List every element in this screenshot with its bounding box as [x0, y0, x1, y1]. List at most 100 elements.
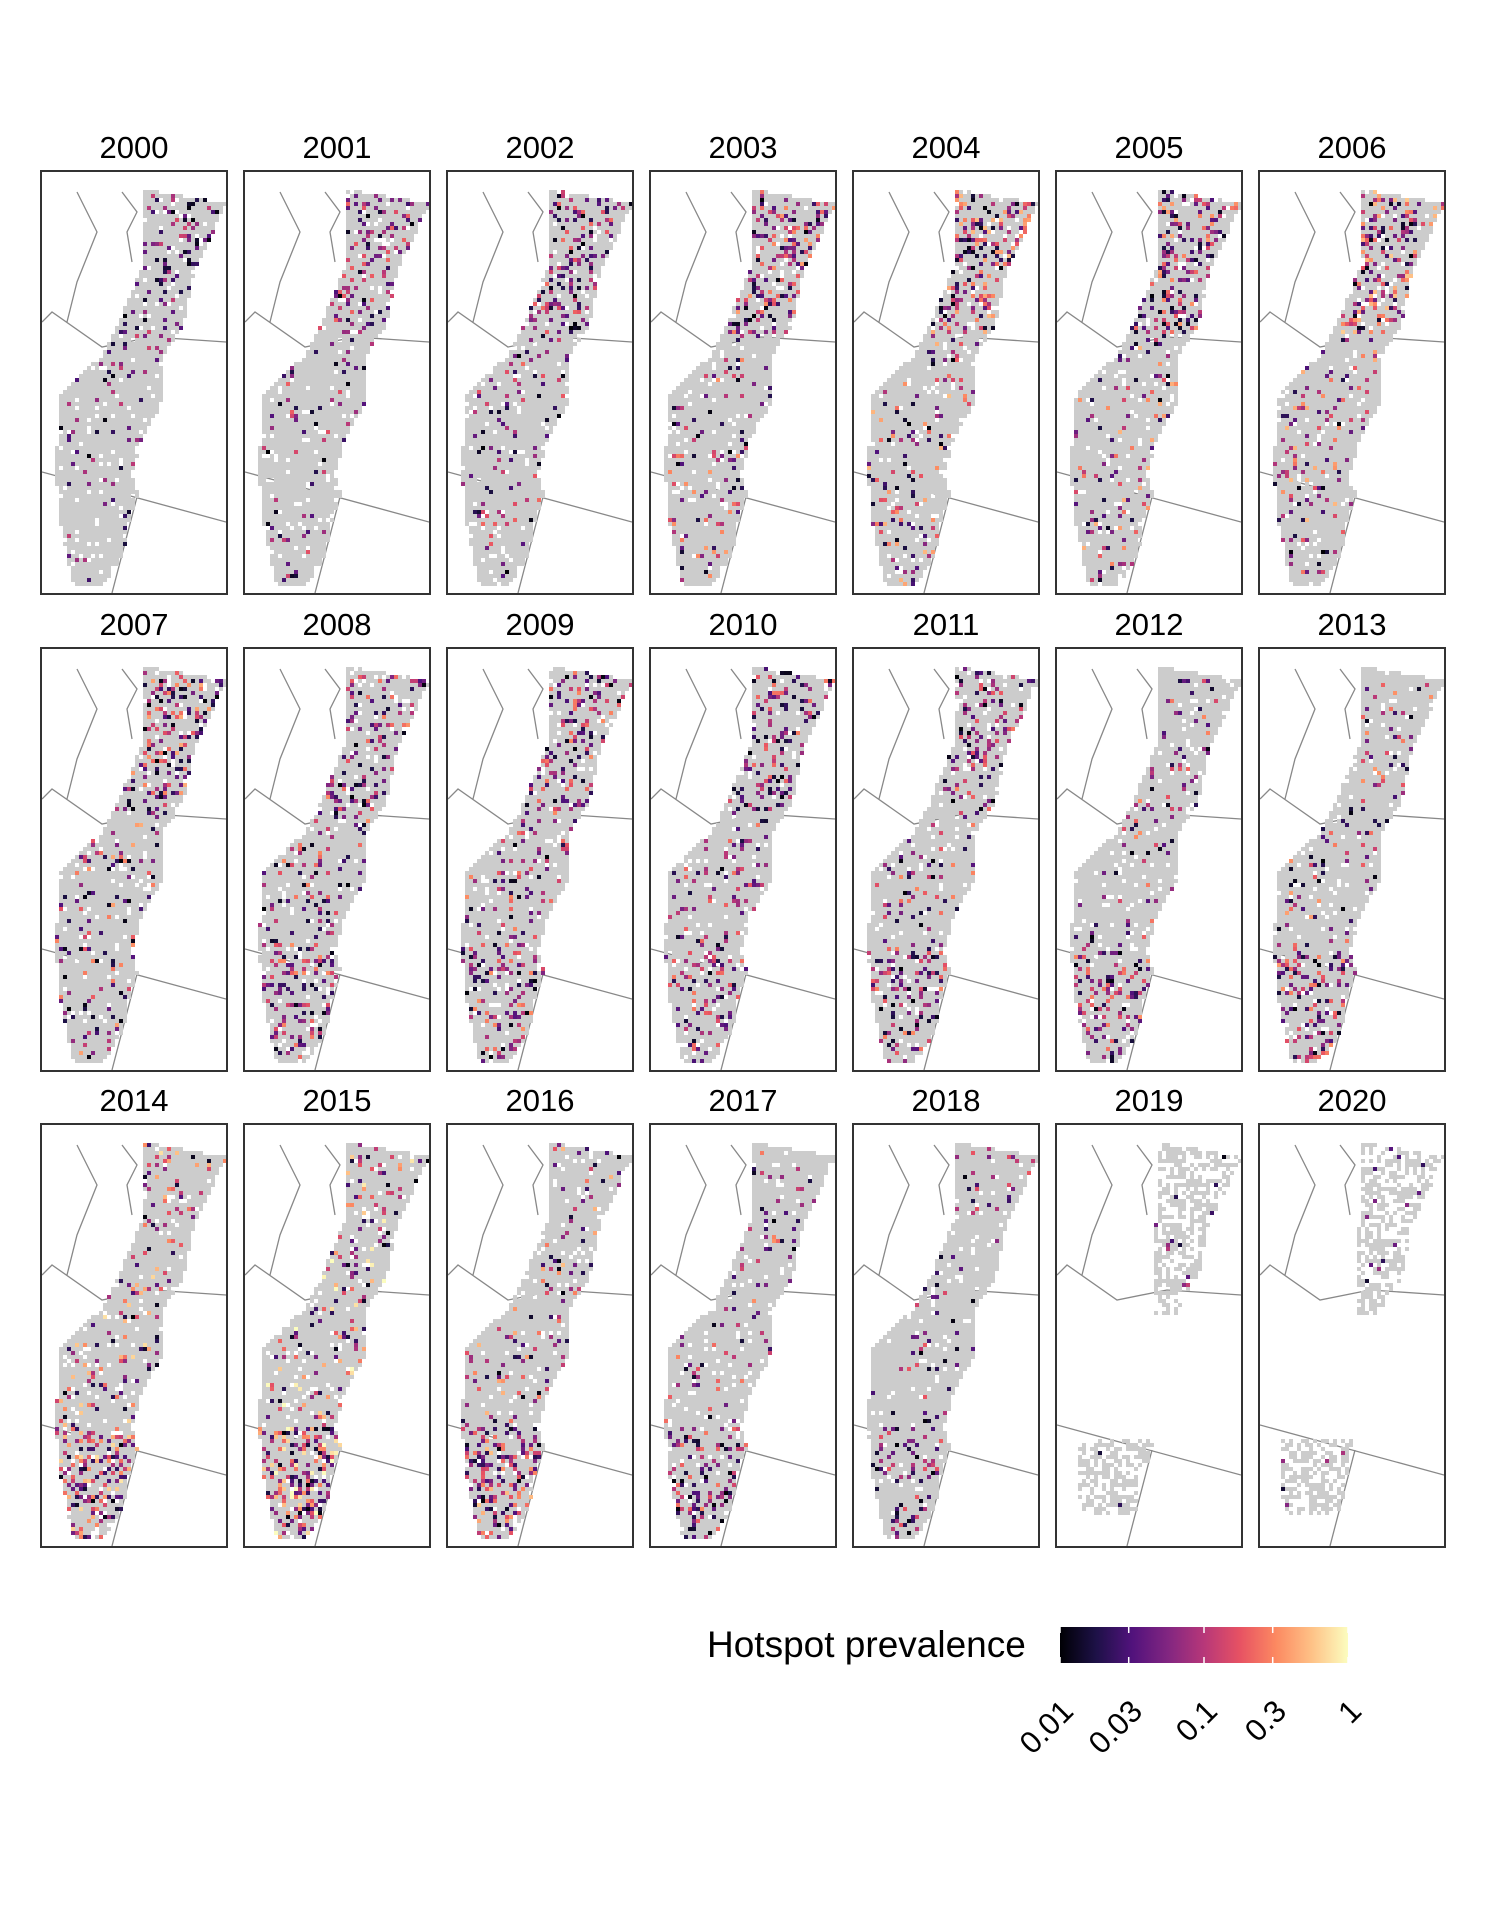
- hotspot-cells: [258, 667, 429, 1063]
- hotspot-cells: [55, 667, 226, 1063]
- boundary-line-0: [854, 1264, 1038, 1301]
- boundary-line-4: [730, 668, 747, 740]
- hotspot-cells: [867, 667, 1038, 1063]
- boundary-line-3: [66, 1144, 98, 1276]
- boundary-line-0: [448, 311, 632, 348]
- boundary-line-0: [1260, 788, 1444, 825]
- map-panel-2018: [852, 1123, 1040, 1548]
- map-canvas: [651, 667, 835, 1070]
- boundary-line-3: [269, 191, 301, 323]
- panel-title-2017: 2017: [648, 1083, 838, 1119]
- boundary-line-3: [1081, 668, 1113, 800]
- map-panel-2009: [446, 647, 634, 1072]
- boundary-line-1: [1057, 1424, 1241, 1476]
- panel-title-2005: 2005: [1054, 130, 1244, 166]
- boundary-line-2: [314, 496, 341, 593]
- map-canvas: [42, 190, 226, 593]
- boundary-line-0: [42, 1264, 226, 1301]
- boundary-line-2: [517, 496, 544, 593]
- map-canvas: [854, 1143, 1038, 1546]
- panel-title-2012: 2012: [1054, 607, 1244, 643]
- boundary-line-0: [245, 788, 429, 825]
- boundary-line-0: [1057, 788, 1241, 825]
- boundary-line-4: [324, 1144, 341, 1216]
- panel-title-2006: 2006: [1257, 130, 1447, 166]
- hotspot-cells: [461, 190, 632, 586]
- boundary-line-0: [854, 788, 1038, 825]
- boundary-line-0: [448, 1264, 632, 1301]
- boundary-line-3: [472, 1144, 504, 1276]
- boundary-line-0: [651, 311, 835, 348]
- map-canvas: [1260, 667, 1444, 1070]
- panel-title-2003: 2003: [648, 130, 838, 166]
- boundary-line-4: [1136, 1144, 1153, 1216]
- legend-colorbar: [1060, 1627, 1348, 1663]
- boundary-line-4: [730, 1144, 747, 1216]
- hotspot-cells: [664, 1143, 835, 1539]
- map-panel-2008: [243, 647, 431, 1072]
- map-panel-2020: [1258, 1123, 1446, 1548]
- boundary-line-1: [1260, 1424, 1444, 1476]
- map-canvas: [854, 190, 1038, 593]
- map-canvas: [448, 190, 632, 593]
- map-panel-2001: [243, 170, 431, 595]
- map-canvas: [245, 1143, 429, 1546]
- hotspot-cells: [1273, 190, 1444, 586]
- boundary-line-4: [527, 1144, 544, 1216]
- boundary-line-4: [324, 191, 341, 263]
- map-canvas: [1057, 667, 1241, 1070]
- boundary-line-3: [878, 1144, 910, 1276]
- panel-title-2001: 2001: [242, 130, 432, 166]
- hotspot-cells: [1281, 1143, 1444, 1515]
- boundary-line-3: [675, 1144, 707, 1276]
- boundary-line-3: [675, 668, 707, 800]
- panel-title-2020: 2020: [1257, 1083, 1447, 1119]
- panel-title-2016: 2016: [445, 1083, 635, 1119]
- map-panel-2005: [1055, 170, 1243, 595]
- map-panel-2015: [243, 1123, 431, 1548]
- legend-title: Hotspot prevalence: [707, 1624, 1026, 1666]
- map-panel-2019: [1055, 1123, 1243, 1548]
- hotspot-cells: [55, 1143, 226, 1539]
- map-panel-2017: [649, 1123, 837, 1548]
- boundary-line-4: [121, 668, 138, 740]
- hotspot-cells: [461, 667, 632, 1063]
- hotspot-cells: [461, 1143, 632, 1539]
- map-panel-2014: [40, 1123, 228, 1548]
- hotspot-cells: [1070, 190, 1241, 586]
- hotspot-cells: [867, 1143, 1038, 1539]
- map-canvas: [448, 667, 632, 1070]
- boundary-line-4: [933, 191, 950, 263]
- boundary-line-4: [1136, 191, 1153, 263]
- boundary-line-0: [1057, 1264, 1241, 1301]
- boundary-line-0: [1057, 311, 1241, 348]
- panel-title-2008: 2008: [242, 607, 432, 643]
- boundary-line-3: [269, 668, 301, 800]
- panel-title-2019: 2019: [1054, 1083, 1244, 1119]
- hotspot-cells: [1078, 1143, 1241, 1515]
- boundary-line-0: [1260, 1264, 1444, 1301]
- panel-title-2002: 2002: [445, 130, 635, 166]
- boundary-line-0: [651, 1264, 835, 1301]
- boundary-line-4: [527, 668, 544, 740]
- map-panel-2002: [446, 170, 634, 595]
- panel-title-2011: 2011: [851, 607, 1041, 643]
- boundary-line-0: [854, 311, 1038, 348]
- hotspot-cells: [664, 190, 835, 586]
- panel-title-2013: 2013: [1257, 607, 1447, 643]
- panel-title-2007: 2007: [39, 607, 229, 643]
- panel-title-2000: 2000: [39, 130, 229, 166]
- boundary-line-4: [933, 1144, 950, 1216]
- map-canvas: [1260, 1143, 1444, 1546]
- map-canvas: [854, 667, 1038, 1070]
- boundary-line-2: [720, 1449, 747, 1546]
- boundary-line-4: [1136, 668, 1153, 740]
- map-canvas: [245, 190, 429, 593]
- map-canvas: [1260, 190, 1444, 593]
- map-canvas: [1057, 190, 1241, 593]
- hotspot-cells: [258, 1143, 429, 1539]
- hotspot-cells: [1273, 667, 1444, 1063]
- map-panel-2004: [852, 170, 1040, 595]
- map-panel-2013: [1258, 647, 1446, 1072]
- panel-title-2018: 2018: [851, 1083, 1041, 1119]
